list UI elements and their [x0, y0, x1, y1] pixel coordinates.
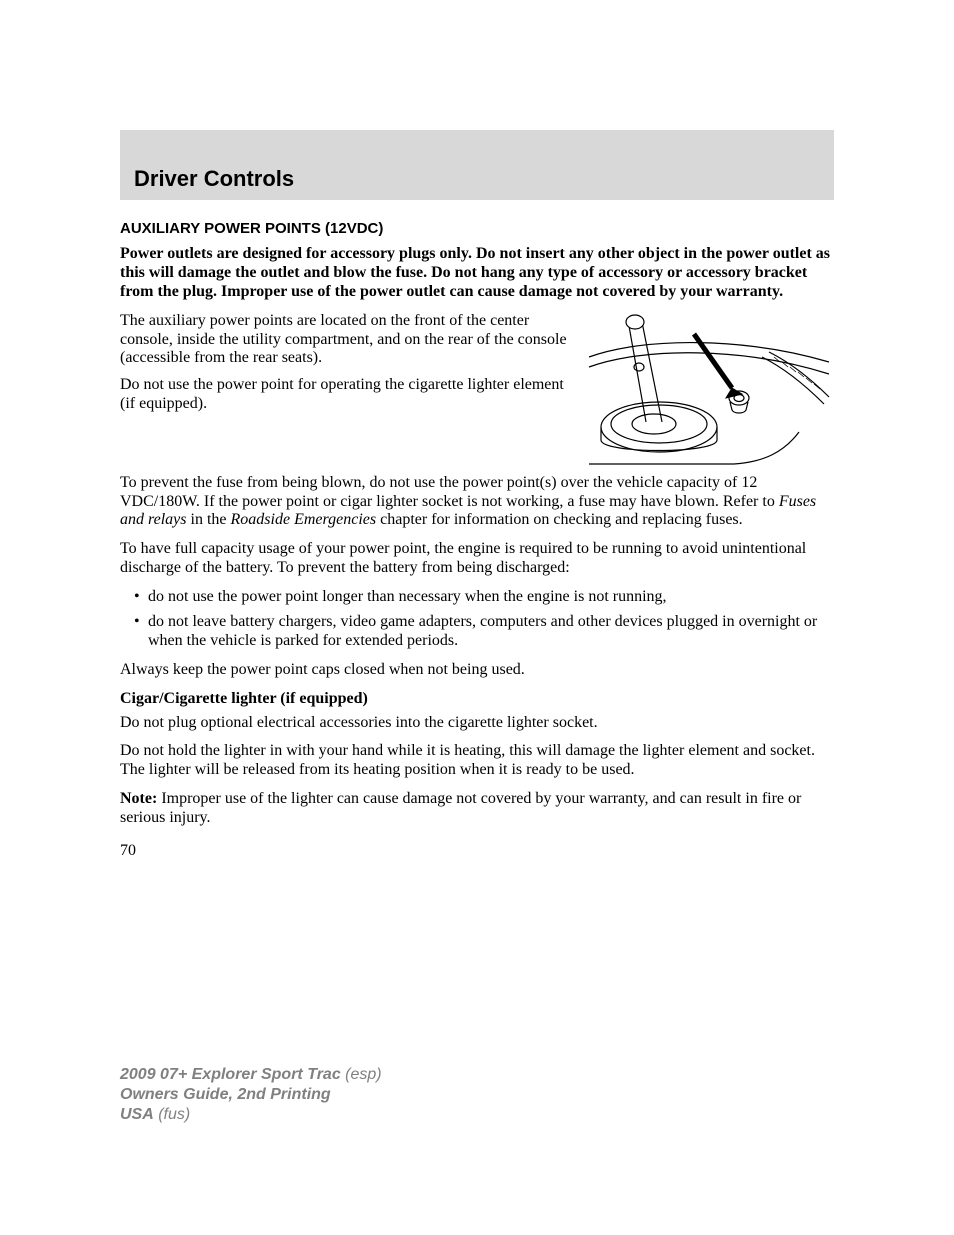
footer-line-2: Owners Guide, 2nd Printing: [120, 1085, 382, 1105]
footer-line-1: 2009 07+ Explorer Sport Trac (esp): [120, 1065, 382, 1085]
aux-power-warning: Power outlets are designed for accessory…: [120, 245, 834, 302]
footer: 2009 07+ Explorer Sport Trac (esp) Owner…: [120, 1065, 382, 1125]
cigar-note: Note: Improper use of the lighter can ca…: [120, 790, 834, 828]
page-number: 70: [120, 842, 834, 860]
footer-line3-rest: (fus): [154, 1106, 190, 1123]
capacity-para: To have full capacity usage of your powe…: [120, 540, 834, 578]
discharge-bullet-2: do not leave battery chargers, video gam…: [120, 613, 834, 651]
cigar-p2: Do not hold the lighter in with your han…: [120, 742, 834, 780]
fuse-para-pre: To prevent the fuse from being blown, do…: [120, 474, 779, 510]
fuse-para-post: chapter for information on checking and …: [376, 511, 743, 528]
aux-power-wrap-block: The auxiliary power points are located o…: [120, 312, 834, 474]
section-header-band: Driver Controls: [120, 130, 834, 200]
page: Driver Controls AUXILIARY POWER POINTS (…: [0, 0, 954, 1235]
power-point-illustration: [584, 312, 834, 474]
footer-line1-bold: 2009 07+ Explorer Sport Trac: [120, 1066, 341, 1083]
footer-line3-bold: USA: [120, 1106, 154, 1123]
footer-line1-rest: (esp): [341, 1066, 382, 1083]
footer-line-3: USA (fus): [120, 1105, 382, 1125]
section-header-title: Driver Controls: [134, 166, 294, 192]
fuse-para-mid: in the: [187, 511, 231, 528]
discharge-bullets: do not use the power point longer than n…: [120, 588, 834, 651]
power-point-illustration-svg: [584, 312, 834, 474]
cigar-note-body: Improper use of the lighter can cause da…: [120, 790, 801, 826]
fuse-para: To prevent the fuse from being blown, do…: [120, 474, 834, 531]
caps-para: Always keep the power point caps closed …: [120, 661, 834, 680]
fuse-para-em2: Roadside Emergencies: [231, 511, 377, 528]
aux-power-heading: AUXILIARY POWER POINTS (12VDC): [120, 220, 834, 237]
cigar-p1: Do not plug optional electrical accessor…: [120, 714, 834, 733]
cigar-heading: Cigar/Cigarette lighter (if equipped): [120, 690, 834, 708]
cigar-note-label: Note:: [120, 790, 157, 807]
discharge-bullet-1: do not use the power point longer than n…: [120, 588, 834, 607]
